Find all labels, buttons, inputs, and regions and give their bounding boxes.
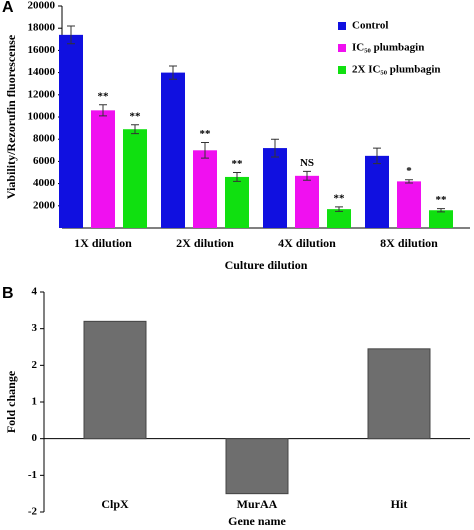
bar — [91, 110, 115, 228]
y-tick-label: 2 — [32, 359, 38, 371]
y-tick-label: 0 — [32, 432, 38, 444]
y-axis-label: Viability/Rezorufin fluorescense — [4, 34, 18, 199]
bar — [367, 348, 431, 440]
error-bar — [201, 142, 209, 159]
y-tick-label: 8000 — [33, 133, 56, 145]
x-tick-label: MurAA — [237, 497, 278, 511]
x-axis-label: Culture dilution — [225, 258, 308, 272]
bar — [59, 34, 83, 228]
bar — [83, 320, 147, 440]
y-tick-label: 2000 — [33, 199, 56, 211]
legend-label: IC₅₀ plumbagin — [352, 42, 424, 54]
bar — [429, 210, 453, 228]
y-tick-label: 12000 — [28, 88, 56, 100]
bar — [263, 148, 287, 228]
panel-letter: A — [2, 0, 14, 16]
significance-label: ** — [98, 90, 110, 102]
legend-swatch — [338, 22, 346, 30]
significance-label: ** — [232, 158, 244, 170]
bar — [327, 209, 351, 228]
error-bar — [303, 170, 311, 181]
error-bar — [169, 65, 177, 80]
legend-label: 2X IC₅₀ plumbagin — [352, 64, 441, 76]
significance-label: ** — [200, 128, 212, 140]
bar — [397, 181, 421, 228]
bar — [225, 438, 289, 495]
legend-swatch — [338, 44, 346, 52]
error-bar — [405, 179, 413, 184]
bar — [123, 129, 147, 228]
y-tick-label: 20000 — [28, 0, 56, 12]
x-tick-label: ClpX — [101, 497, 129, 511]
error-bar — [131, 124, 139, 135]
significance-label: ** — [334, 192, 346, 204]
error-bar — [335, 206, 343, 212]
significance-label: NS — [300, 157, 314, 169]
legend-swatch — [338, 66, 346, 74]
y-tick-label: 18000 — [28, 22, 56, 34]
x-tick-label: 4X dilution — [278, 236, 336, 250]
bar — [295, 175, 319, 228]
bar — [225, 176, 249, 228]
y-tick-label: 4 — [32, 286, 38, 298]
significance-label: ** — [436, 194, 448, 206]
legend-label: Control — [352, 20, 388, 32]
x-axis-label: Gene name — [228, 514, 286, 528]
y-tick-label: 4000 — [33, 177, 56, 189]
y-tick-label: 14000 — [28, 66, 56, 78]
bar — [161, 72, 185, 228]
y-tick-label: 1 — [32, 396, 38, 408]
significance-label: ** — [130, 110, 142, 122]
x-tick-label: 2X dilution — [176, 236, 234, 250]
y-tick-label: 16000 — [28, 44, 56, 56]
x-tick-label: 1X dilution — [74, 236, 132, 250]
error-bar — [99, 104, 107, 117]
error-bar — [437, 208, 445, 213]
x-tick-label: 8X dilution — [380, 236, 438, 250]
bar — [365, 155, 389, 228]
y-axis-label: Fold change — [4, 370, 18, 433]
y-tick-label: 6000 — [33, 155, 56, 167]
error-bar — [271, 138, 279, 158]
error-bar — [233, 172, 241, 182]
panel-letter: B — [2, 285, 14, 302]
significance-label: * — [406, 165, 412, 177]
error-bar — [373, 147, 381, 165]
error-bar — [67, 25, 75, 45]
y-tick-label: -1 — [28, 469, 37, 481]
y-tick-label: -2 — [28, 506, 38, 518]
x-tick-label: Hit — [391, 497, 408, 511]
y-tick-label: 10000 — [28, 111, 56, 123]
y-tick-label: 3 — [32, 322, 38, 334]
bar — [193, 150, 217, 228]
